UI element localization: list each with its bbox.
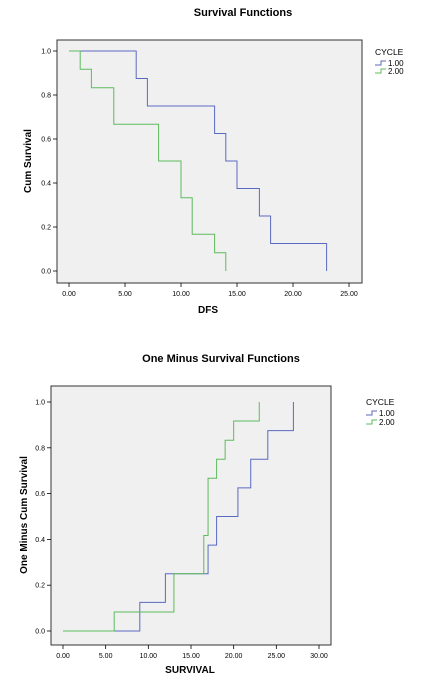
y-tick-label: 1.0 [35,400,45,407]
axes: 0.00 5.00 10.00 15.00 20.00 25.00 0.0 0.2 0.4 0.6… [41,49,358,299]
legend-label: 2.00 [379,418,395,427]
y-axis-label: Cum Survival [23,129,34,193]
y-tick-label: 0.6 [35,491,45,498]
legend-label: 1.00 [379,409,395,418]
series-line-2 [69,50,227,271]
chart-title: One Minus Survival Functions [142,353,300,365]
x-tick-label: 25.00 [268,653,286,660]
chart-survival-functions: Survival Functions DFS Cum Survival CYCL… [23,7,404,316]
y-tick-label: 0.8 [41,93,51,100]
x-tick-label: 10.00 [140,653,158,660]
chart-one-minus-survival-functions: One Minus Survival Functions SURVIVAL On… [19,353,395,676]
axes: 0.00 5.00 10.00 15.00 20.00 25.00 30.00 0.0 0.2 0… [35,400,328,661]
x-tick-label: 25.00 [340,291,358,298]
y-tick-label: 0.6 [41,137,51,144]
legend-swatch [375,60,386,66]
y-tick-label: 1.0 [41,49,51,56]
legend-swatch [375,68,386,74]
y-tick-label: 0.2 [35,583,45,590]
series-group [63,402,294,632]
x-tick-label: 5.00 [118,291,132,298]
x-tick-label: 5.00 [99,653,113,660]
x-tick-label: 10.00 [172,291,190,298]
legend: 1.002.00 [375,59,404,76]
plot-area [56,39,363,284]
legend-swatch [366,419,377,425]
x-tick-label: 20.00 [225,653,243,660]
x-axis-label: SURVIVAL [165,665,215,676]
legend: 1.002.00 [366,409,395,427]
legend-label: 1.00 [388,59,404,68]
legend-title: CYCLE [366,397,395,407]
series-line-1 [69,50,328,271]
y-tick-label: 0.0 [41,269,51,276]
legend-title: CYCLE [375,47,404,57]
y-tick-label: 0.8 [35,445,45,452]
legend-label: 2.00 [388,67,404,76]
x-axis-label: DFS [198,305,218,316]
plot-area [50,385,332,646]
x-tick-label: 15.00 [228,291,246,298]
y-tick-label: 0.0 [35,629,45,636]
x-tick-label: 20.00 [284,291,302,298]
y-tick-label: 0.2 [41,225,51,232]
series-group [69,50,328,271]
y-axis-label: One Minus Cum Survival [19,456,30,574]
x-tick-label: 30.00 [310,653,328,660]
x-tick-label: 0.00 [62,291,76,298]
chart-title: Survival Functions [194,7,292,19]
y-tick-label: 0.4 [41,181,51,188]
x-tick-label: 15.00 [182,653,200,660]
series-line-1 [63,402,294,632]
series-line-2 [63,402,260,632]
legend-swatch [366,410,377,416]
y-tick-label: 0.4 [35,537,45,544]
x-tick-label: 0.00 [56,653,70,660]
